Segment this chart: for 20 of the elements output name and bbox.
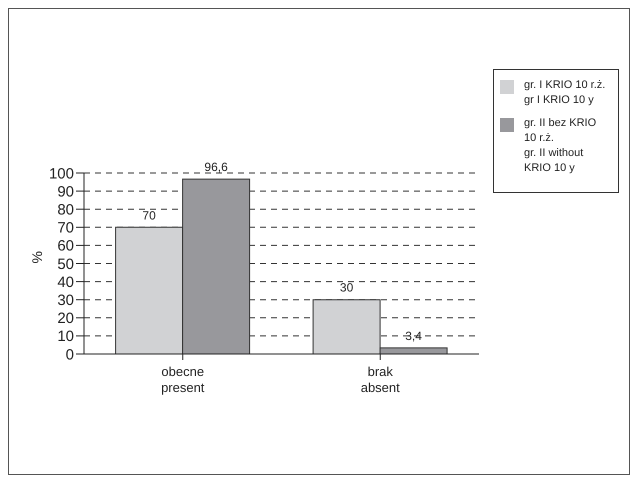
- x-tick-label: obecne present: [161, 364, 205, 395]
- y-tick-label: 70: [57, 220, 74, 237]
- legend-label: gr. II bez KRIO 10 r.ż. gr. II without KRIO 10 y: [524, 116, 596, 176]
- legend-label: gr. I KRIO 10 r.ż. gr I KRIO 10 y: [524, 78, 606, 108]
- y-tick-label: 30: [57, 292, 74, 310]
- y-tick-label: 90: [57, 183, 74, 200]
- y-axis-title: %: [28, 251, 45, 264]
- y-tick-label: 60: [57, 238, 74, 255]
- data-label: 30: [340, 280, 354, 295]
- y-tick-label: 80: [57, 202, 74, 219]
- data-label: 70: [142, 208, 156, 222]
- data-label: 96,6: [204, 160, 228, 174]
- y-tick-label: 20: [57, 310, 74, 328]
- y-tick-label: 10: [57, 328, 74, 346]
- y-tick-label: 40: [57, 274, 74, 291]
- data-label: 3,4: [405, 328, 422, 343]
- y-tick-label: 0: [66, 346, 74, 364]
- y-tick-label: 100: [48, 165, 74, 182]
- y-tick-label: 50: [57, 256, 74, 273]
- x-tick-label: brak absent: [360, 364, 400, 395]
